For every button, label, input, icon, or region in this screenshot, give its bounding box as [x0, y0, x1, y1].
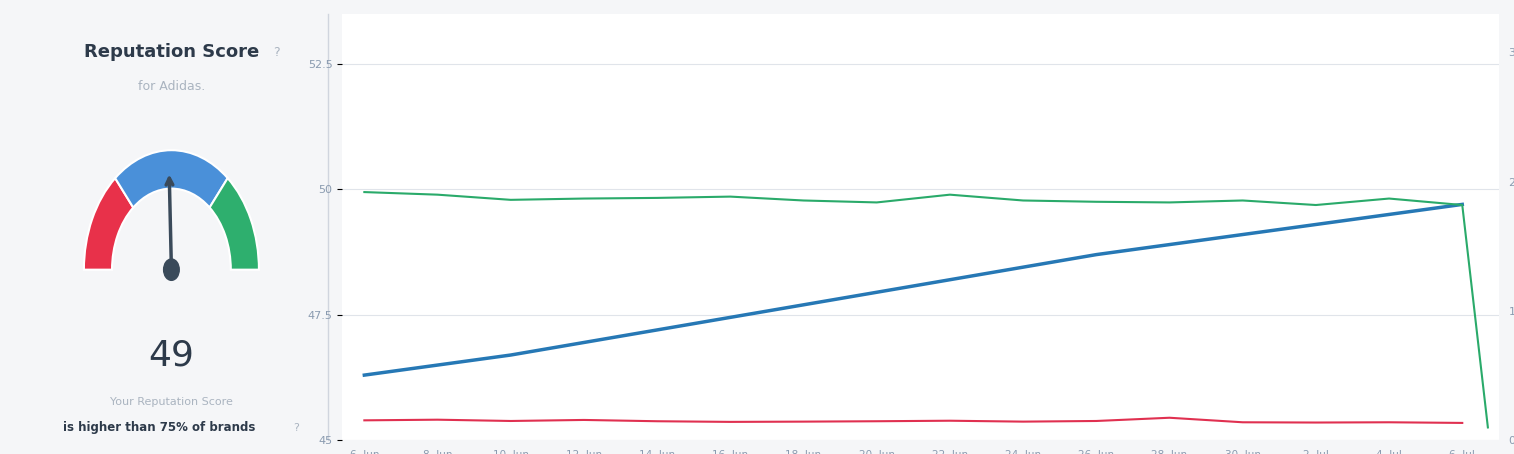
- Wedge shape: [115, 150, 227, 207]
- Text: for Adidas.: for Adidas.: [138, 79, 204, 93]
- Text: Reputation Score: Reputation Score: [83, 43, 259, 61]
- Text: 49: 49: [148, 338, 194, 372]
- Text: ?: ?: [294, 423, 300, 433]
- Wedge shape: [209, 178, 259, 270]
- Circle shape: [164, 259, 179, 280]
- Text: ?: ?: [273, 45, 280, 59]
- Text: Your Reputation Score: Your Reputation Score: [111, 397, 233, 407]
- Wedge shape: [83, 178, 133, 270]
- Text: is higher than 75% of brands: is higher than 75% of brands: [62, 421, 254, 434]
